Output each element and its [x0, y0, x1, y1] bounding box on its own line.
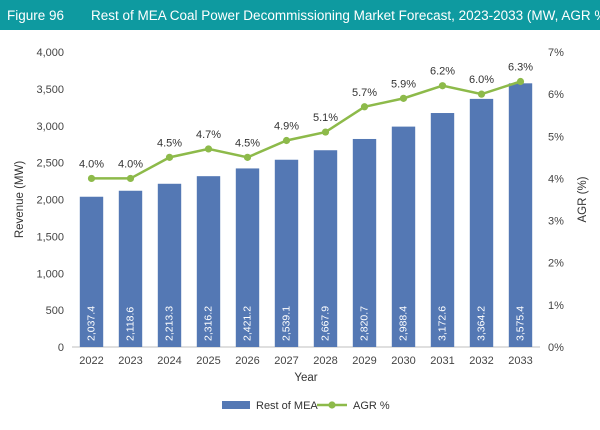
bar-data-label: 2,988.4 — [397, 306, 409, 341]
y2-tick-label: 4% — [548, 173, 564, 185]
agr-point — [165, 153, 174, 161]
figure-label: Figure 96 — [7, 7, 65, 23]
x-axis-title: Year — [294, 372, 317, 384]
bar — [274, 159, 299, 347]
agr-data-label: 6.3% — [508, 62, 533, 74]
agr-data-label: 5.9% — [391, 78, 416, 90]
x-tick-label: 2031 — [430, 355, 454, 367]
bar-data-label: 2,118.6 — [124, 307, 136, 341]
agr-point — [360, 103, 369, 111]
agr-point — [477, 90, 486, 98]
figure-header: Figure 96 Rest of MEA Coal Power Decommi… — [0, 0, 600, 30]
agr-point — [243, 153, 252, 161]
bar-data-label: 2,421.2 — [241, 306, 253, 341]
bar-data-label: 3,172.6 — [436, 306, 448, 341]
y-axis-title: Revenue (MW) — [14, 161, 26, 238]
y-tick-label: 2,500 — [36, 158, 64, 170]
x-tick-label: 2030 — [391, 355, 415, 367]
bar-data-label: 2,316.2 — [202, 306, 214, 341]
agr-data-label: 4.0% — [79, 158, 104, 170]
bar-data-label: 2,667.9 — [319, 306, 331, 341]
x-tick-label: 2028 — [313, 355, 337, 367]
x-tick-label: 2024 — [157, 355, 181, 367]
x-tick-label: 2032 — [469, 355, 493, 367]
agr-line — [91, 80, 521, 180]
agr-data-label: 5.1% — [313, 112, 338, 124]
agr-point — [516, 77, 525, 86]
bar — [430, 113, 455, 347]
y2-axis-title: AGR (%) — [577, 176, 589, 222]
bar-data-label: 2,213.3 — [163, 306, 175, 341]
agr-point — [438, 82, 447, 90]
agr-data-label: 6.0% — [469, 74, 494, 86]
agr-point — [126, 174, 135, 183]
x-tick-label: 2033 — [508, 355, 532, 367]
agr-point — [399, 94, 408, 102]
y-tick-label: 1,000 — [36, 268, 64, 280]
y-tick-label: 1,500 — [36, 231, 64, 243]
y-tick-label: 2,000 — [36, 195, 64, 207]
y-tick-label: 4,000 — [36, 47, 64, 59]
y-tick-label: 0 — [58, 342, 64, 354]
y-tick-label: 3,000 — [36, 121, 64, 133]
agr-point — [321, 128, 330, 136]
y2-tick-label: 1% — [548, 300, 564, 312]
y2-tick-label: 7% — [548, 47, 564, 59]
x-tick-label: 2027 — [274, 355, 298, 367]
agr-data-label: 4.0% — [118, 158, 143, 170]
bar — [157, 183, 182, 347]
bar — [508, 83, 533, 347]
x-tick-label: 2026 — [235, 355, 259, 367]
bar — [118, 190, 143, 347]
bar-data-label: 2,037.4 — [85, 306, 97, 341]
bar-data-label: 3,575.4 — [514, 306, 526, 341]
agr-data-label: 4.5% — [235, 137, 260, 149]
agr-point — [282, 136, 291, 145]
agr-data-label: 4.5% — [157, 137, 182, 149]
agr-data-label: 4.9% — [274, 121, 299, 133]
y-tick-label: 500 — [46, 305, 64, 317]
y2-tick-label: 6% — [548, 89, 564, 101]
legend-bar-label: Rest of MEA — [256, 400, 318, 412]
bar-data-label: 2,539.1 — [280, 306, 292, 341]
bar-data-label: 3,364.2 — [475, 306, 487, 341]
agr-point — [204, 145, 213, 153]
legend-bar-swatch — [222, 401, 250, 409]
agr-point — [87, 174, 96, 183]
bar — [79, 196, 104, 347]
bar — [196, 176, 221, 347]
x-tick-label: 2025 — [196, 355, 220, 367]
x-tick-label: 2029 — [352, 355, 376, 367]
bar-data-label: 2,820.7 — [358, 306, 370, 341]
y2-tick-label: 5% — [548, 131, 564, 143]
bar — [469, 98, 494, 347]
bar — [313, 150, 338, 347]
legend-line-label: AGR % — [353, 400, 390, 412]
chart-title: Rest of MEA Coal Power Decommissioning M… — [91, 7, 600, 23]
bar — [235, 168, 260, 347]
x-tick-label: 2023 — [118, 355, 142, 367]
agr-data-label: 6.2% — [430, 66, 455, 78]
y2-tick-label: 0% — [548, 342, 564, 354]
agr-data-label: 5.7% — [352, 87, 377, 99]
y2-tick-label: 2% — [548, 258, 564, 270]
y2-tick-label: 3% — [548, 216, 564, 228]
x-tick-label: 2022 — [79, 355, 103, 367]
agr-data-label: 4.7% — [196, 129, 221, 141]
legend-line-marker — [328, 401, 336, 409]
chart: 0 500 1,000 1,500 2,000 2,500 3,000 3,500 4,000 0… — [14, 47, 589, 412]
bar — [352, 138, 377, 347]
y-tick-label: 3,500 — [36, 84, 64, 96]
bar — [391, 126, 416, 347]
